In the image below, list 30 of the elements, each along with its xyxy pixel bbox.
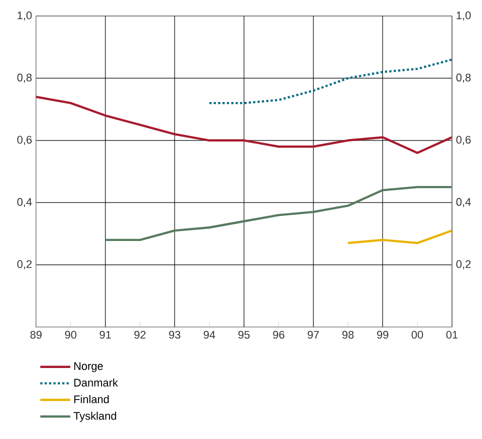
y-tick-label: 0,4: [17, 198, 32, 208]
x-tick-label: 89: [30, 330, 42, 339]
line-series: [208, 58, 452, 104]
x-tick-label: 95: [238, 330, 250, 339]
legend-label: Tyskland: [74, 412, 116, 422]
y2-tick-label: 0,4: [456, 198, 471, 208]
x-tick-label: 91: [100, 330, 111, 339]
x-tick-label: 97: [308, 330, 319, 339]
x-tick-label: 96: [273, 330, 284, 339]
y-tick-label: 0,8: [17, 74, 32, 83]
line-series: [104, 186, 452, 242]
y2-tick-label: 0,6: [456, 136, 471, 145]
y2-tick-label: 0,2: [456, 260, 471, 270]
y2-tick-label: 0,8: [456, 74, 471, 83]
x-tick-label: 99: [377, 330, 388, 339]
x-tick-label: 00: [412, 330, 424, 339]
x-tick-label: 92: [134, 330, 146, 339]
x-tick-label: 98: [342, 330, 354, 339]
y-tick-label: 0,2: [17, 260, 32, 270]
x-tick-label: 01: [446, 330, 458, 339]
y-tick-label: 1,0: [18, 11, 32, 21]
legend-label: Finland: [74, 395, 109, 404]
y-tick-label: 0,6: [17, 136, 32, 145]
legend-label: Norge: [74, 362, 103, 372]
x-tick-label: 94: [204, 330, 216, 339]
legend-label: Danmark: [74, 378, 118, 387]
x-tick-label: 90: [65, 330, 76, 339]
x-tick-label: 93: [169, 330, 180, 339]
y2-tick-label: 1,0: [456, 11, 471, 21]
line-series: [36, 96, 452, 154]
